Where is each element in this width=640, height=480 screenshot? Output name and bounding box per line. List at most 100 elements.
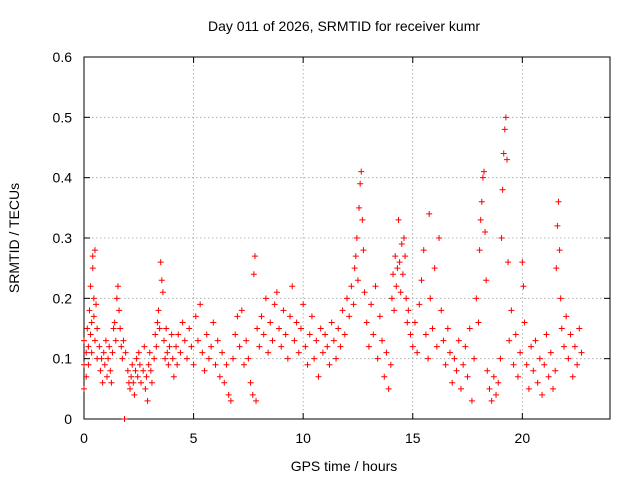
data-point — [306, 331, 313, 338]
data-point — [153, 343, 160, 350]
data-point — [311, 355, 318, 362]
data-point — [512, 331, 519, 338]
data-point — [563, 313, 570, 320]
data-point — [484, 367, 491, 374]
data-point — [541, 361, 548, 368]
data-point — [404, 319, 411, 326]
data-points — [81, 114, 585, 422]
data-point — [122, 349, 129, 356]
data-point — [339, 307, 346, 314]
data-point — [223, 361, 230, 368]
data-point — [162, 355, 169, 362]
data-point — [133, 355, 140, 362]
data-point — [457, 385, 464, 392]
x-tick-label: 10 — [295, 430, 311, 446]
data-point — [205, 355, 212, 362]
data-point — [543, 331, 550, 338]
data-point — [396, 259, 403, 266]
data-point — [81, 337, 87, 344]
data-point — [156, 325, 163, 332]
data-point — [302, 343, 309, 350]
data-point — [238, 307, 245, 314]
data-point — [308, 313, 315, 320]
y-tick-label: 0.4 — [53, 170, 73, 186]
data-point — [361, 289, 368, 296]
data-point — [387, 361, 394, 368]
data-point — [100, 349, 107, 356]
chart-title: Day 011 of 2026, SRMTID for receiver kum… — [208, 18, 480, 34]
data-point — [295, 349, 302, 356]
data-point — [479, 174, 486, 181]
y-axis-label: SRMTID / TECUs — [6, 183, 22, 293]
data-point — [99, 379, 106, 386]
data-point — [356, 204, 363, 211]
x-tick-label: 20 — [515, 430, 531, 446]
data-point — [101, 361, 108, 368]
data-point — [574, 361, 581, 368]
data-point — [477, 216, 484, 223]
x-axis-label: GPS time / hours — [291, 458, 398, 474]
data-point — [88, 349, 95, 356]
data-point — [119, 355, 126, 362]
y-tick-label: 0.6 — [53, 49, 73, 65]
data-point — [137, 379, 144, 386]
data-point — [131, 391, 138, 398]
data-point — [420, 247, 427, 254]
data-point — [227, 397, 234, 404]
data-point — [170, 373, 177, 380]
data-point — [501, 126, 508, 133]
data-point — [560, 343, 567, 350]
data-point — [236, 343, 243, 350]
data-point — [399, 271, 406, 278]
data-point — [83, 349, 90, 356]
data-point — [86, 307, 93, 314]
data-point — [89, 265, 96, 272]
data-point — [333, 355, 340, 362]
data-point — [502, 114, 509, 121]
data-point — [473, 295, 480, 302]
data-point — [359, 216, 366, 223]
data-point — [184, 355, 191, 362]
data-point — [109, 349, 116, 356]
data-point — [519, 259, 526, 266]
data-point — [337, 343, 344, 350]
data-point — [128, 373, 135, 380]
data-point — [225, 391, 232, 398]
data-point — [293, 319, 300, 326]
data-point — [363, 319, 370, 326]
data-point — [319, 349, 326, 356]
data-point — [466, 325, 473, 332]
data-point — [488, 397, 495, 404]
data-point — [267, 319, 274, 326]
data-point — [157, 259, 164, 266]
data-point — [104, 373, 111, 380]
data-point — [571, 343, 578, 350]
data-point — [276, 325, 283, 332]
data-point — [411, 319, 418, 326]
data-point — [391, 307, 398, 314]
data-point — [141, 343, 148, 350]
data-point — [280, 307, 287, 314]
data-point — [486, 385, 493, 392]
data-point — [151, 355, 158, 362]
data-point — [251, 253, 258, 260]
data-point — [155, 307, 162, 314]
data-point — [558, 325, 565, 332]
data-point — [158, 277, 165, 284]
data-point — [188, 343, 195, 350]
data-point — [219, 349, 226, 356]
data-point — [164, 349, 171, 356]
y-tick-label: 0.5 — [53, 109, 73, 125]
data-point — [256, 343, 263, 350]
data-point — [273, 289, 280, 296]
data-point — [87, 331, 94, 338]
data-point — [90, 295, 97, 302]
data-point — [96, 343, 103, 350]
data-point — [370, 331, 377, 338]
data-point — [110, 325, 117, 332]
data-point — [102, 337, 109, 344]
data-point — [385, 385, 392, 392]
data-point — [440, 337, 447, 344]
grid-lines — [84, 57, 610, 419]
data-point — [407, 331, 414, 338]
